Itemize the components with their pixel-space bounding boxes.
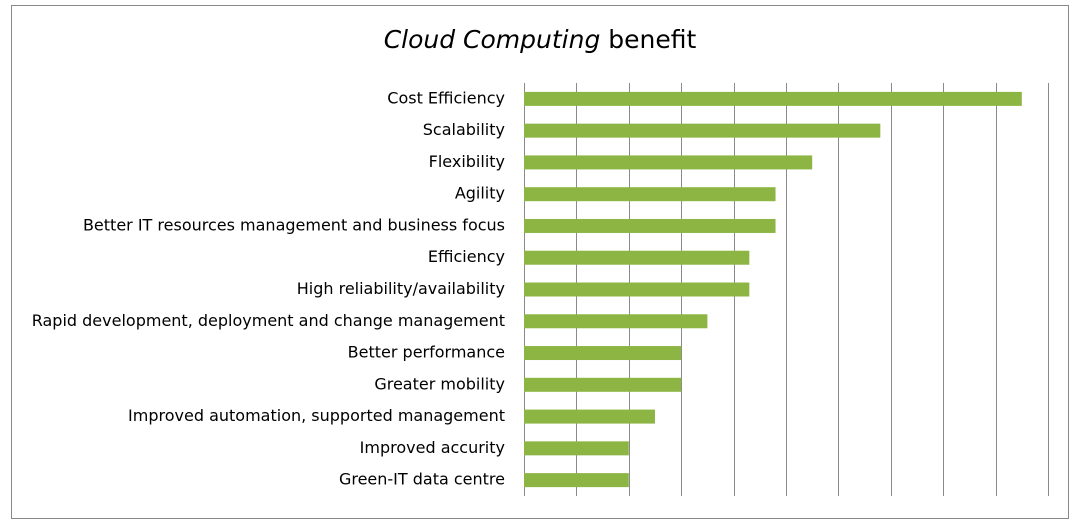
y-tick-label: Scalability — [423, 120, 505, 139]
bar — [524, 409, 655, 424]
bar — [524, 155, 813, 170]
title-part: Cloud Computing — [384, 25, 601, 54]
y-tick-label: Improved accurity — [360, 438, 505, 457]
y-tick-label: Better IT resources management and busin… — [83, 215, 505, 234]
y-tick-label: Efficiency — [428, 247, 505, 266]
y-tick-label: Greater mobility — [374, 374, 505, 393]
y-tick-label: Rapid development, deployment and change… — [32, 311, 505, 330]
bar — [524, 473, 629, 488]
y-tick-label: Flexibility — [429, 152, 505, 171]
y-tick-label: Improved automation, supported managemen… — [128, 406, 505, 425]
y-tick-label: Cost Efficiency — [387, 88, 505, 107]
bar — [524, 250, 750, 265]
bar — [524, 123, 881, 138]
bar — [524, 91, 1022, 106]
y-tick-label: Green-IT data centre — [339, 470, 505, 489]
bar — [524, 218, 776, 233]
chart-title: Cloud Computing benefit — [384, 25, 697, 54]
bar — [524, 377, 682, 392]
bar — [524, 346, 682, 361]
y-tick-label: Better performance — [348, 343, 505, 362]
y-tick-label: High reliability/availability — [297, 279, 505, 298]
bar — [524, 441, 629, 456]
bar — [524, 187, 776, 202]
bar — [524, 314, 708, 329]
bar — [524, 282, 750, 297]
title-part: benefit — [608, 25, 696, 54]
y-tick-label: Agility — [455, 184, 505, 203]
